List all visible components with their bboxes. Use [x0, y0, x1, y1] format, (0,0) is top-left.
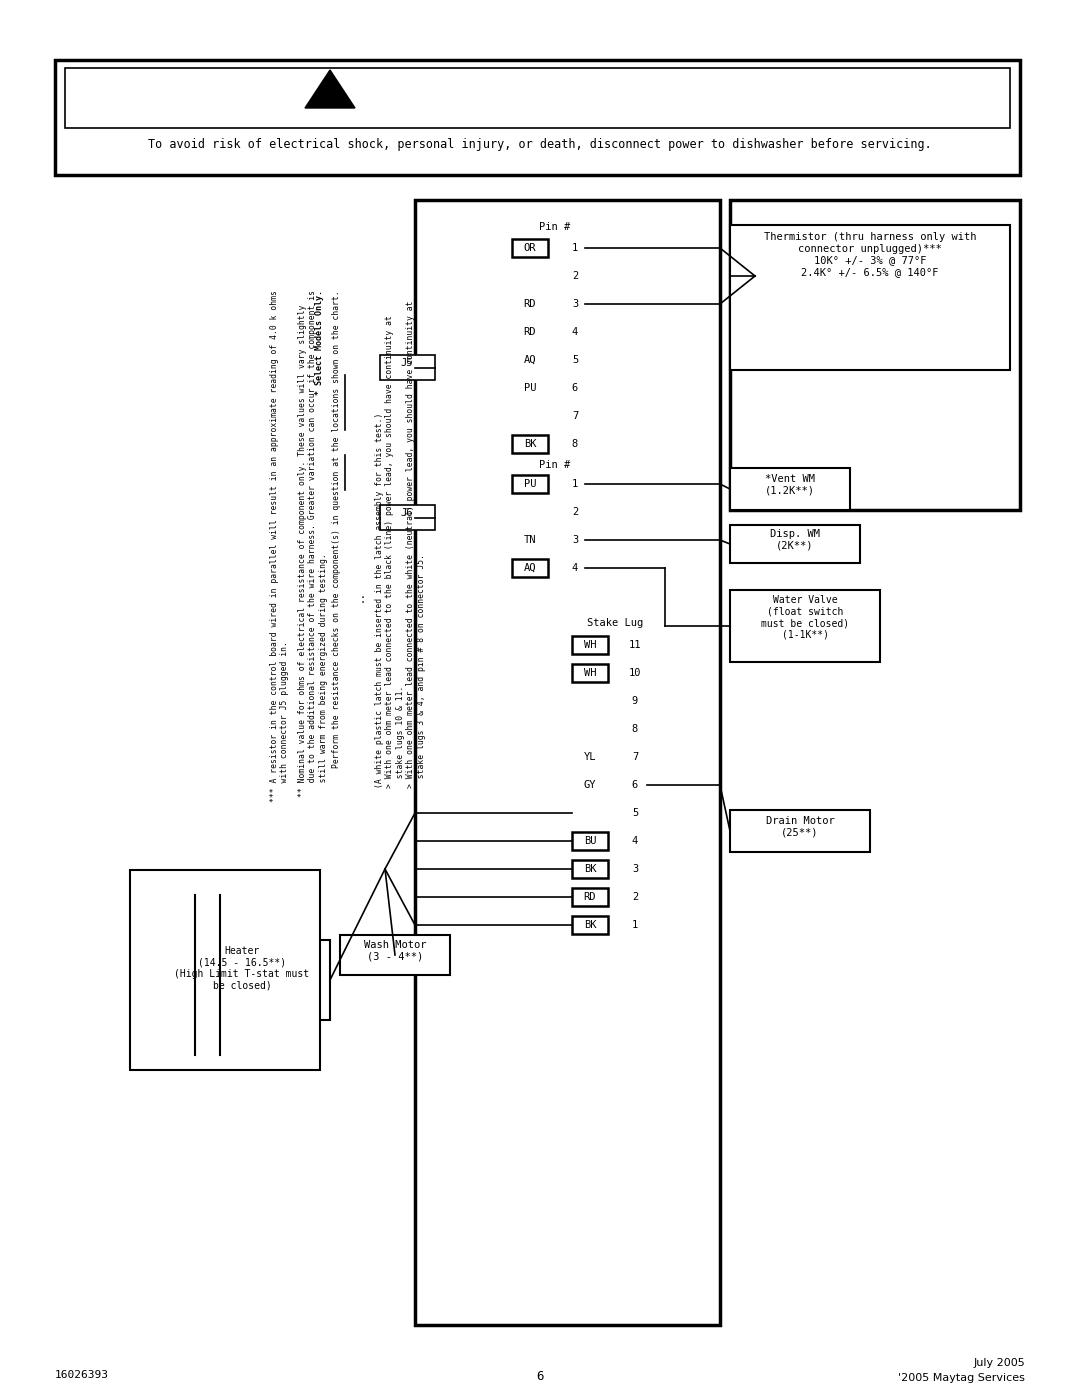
Text: WH: WH [584, 668, 596, 678]
Bar [512, 239, 548, 257]
Bar [572, 664, 608, 682]
Text: 8: 8 [632, 724, 638, 733]
Bar [156, 940, 330, 1020]
Text: Water Valve
(float switch
must be closed)
(1-1K**): Water Valve (float switch must be closed… [761, 595, 849, 640]
Bar [512, 475, 548, 493]
Text: (A white plastic latch must be inserted in the latch assembly for this test.)
> : (A white plastic latch must be inserted … [375, 300, 426, 788]
Text: BK: BK [584, 863, 596, 875]
Text: PU: PU [524, 383, 537, 393]
Bar [65, 68, 1010, 129]
Text: 11: 11 [629, 640, 642, 650]
Bar [730, 225, 1010, 370]
Text: ..: .. [355, 590, 365, 602]
Bar [512, 434, 548, 453]
Text: Thermistor (thru harness only with
connector unplugged)***
10K° +/- 3% @ 77°F
2.: Thermistor (thru harness only with conne… [764, 232, 976, 277]
Text: *** A resistor in the control board wired in parallel will result in an approxim: *** A resistor in the control board wire… [270, 291, 289, 802]
Text: 1: 1 [572, 243, 578, 253]
Text: RD: RD [524, 299, 537, 309]
Bar [572, 888, 608, 907]
Text: Pin #: Pin # [539, 460, 570, 469]
Text: 3: 3 [572, 299, 578, 309]
Text: !: ! [325, 75, 335, 95]
Text: RD: RD [584, 893, 596, 902]
Text: 10: 10 [629, 668, 642, 678]
Text: Pin #: Pin # [539, 222, 570, 232]
Bar [572, 916, 608, 935]
Text: TN: TN [524, 535, 537, 545]
Bar [572, 833, 608, 849]
Text: PU: PU [524, 479, 537, 489]
Text: RD: RD [524, 327, 537, 337]
Text: To avoid risk of electrical shock, personal injury, or death, disconnect power t: To avoid risk of electrical shock, perso… [148, 138, 932, 151]
Text: BK: BK [584, 921, 596, 930]
Text: 4: 4 [572, 563, 578, 573]
Text: J6: J6 [401, 509, 414, 518]
Bar [572, 861, 608, 877]
Text: * Select Models Only.: * Select Models Only. [315, 291, 324, 395]
Bar [415, 200, 720, 1324]
Bar [730, 200, 1020, 510]
Bar [730, 590, 880, 662]
Bar [730, 810, 870, 852]
Text: AQ: AQ [524, 563, 537, 573]
Bar [512, 559, 548, 577]
Text: Heater
(14.5 - 16.5**)
(High Limit T-stat must
be closed): Heater (14.5 - 16.5**) (High Limit T-sta… [175, 946, 310, 990]
Text: 4: 4 [572, 327, 578, 337]
Text: '2005 Maytag Services: '2005 Maytag Services [899, 1373, 1025, 1383]
Text: 1: 1 [632, 921, 638, 930]
Text: Wash Motor
(3 - 4**): Wash Motor (3 - 4**) [364, 940, 427, 961]
Bar [340, 935, 450, 975]
Text: 8: 8 [572, 439, 578, 448]
Text: 3: 3 [632, 863, 638, 875]
Bar [380, 504, 435, 529]
Text: 5: 5 [632, 807, 638, 819]
Text: 6: 6 [537, 1370, 543, 1383]
Text: ** Nominal value for ohms of electrical resistance of component only. These valu: ** Nominal value for ohms of electrical … [298, 291, 328, 798]
Text: GY: GY [584, 780, 596, 789]
Text: Disp. WM
(2K**): Disp. WM (2K**) [770, 529, 820, 550]
Text: 2: 2 [632, 893, 638, 902]
Text: YL: YL [584, 752, 596, 761]
Text: 3: 3 [572, 535, 578, 545]
Text: 16026393: 16026393 [55, 1370, 109, 1380]
Text: 6: 6 [572, 383, 578, 393]
Text: 6: 6 [632, 780, 638, 789]
Text: J5: J5 [401, 358, 414, 367]
Text: 7: 7 [632, 752, 638, 761]
Text: BK: BK [524, 439, 537, 448]
Text: AQ: AQ [524, 355, 537, 365]
Text: Perform the resistance checks on the component(s) in question at the locations s: Perform the resistance checks on the com… [332, 291, 341, 768]
Text: Stake Lug: Stake Lug [586, 617, 643, 629]
Bar [380, 355, 435, 380]
Text: 4: 4 [632, 835, 638, 847]
Text: 1: 1 [572, 479, 578, 489]
Text: July 2005: July 2005 [973, 1358, 1025, 1368]
Bar [730, 468, 850, 510]
Text: WH: WH [584, 640, 596, 650]
Text: 2: 2 [572, 507, 578, 517]
Text: 5: 5 [572, 355, 578, 365]
Text: Drain Motor
(25**): Drain Motor (25**) [766, 816, 835, 838]
Polygon shape [305, 70, 355, 108]
Bar [572, 636, 608, 654]
Text: OR: OR [524, 243, 537, 253]
Text: *Vent WM
(1.2K**): *Vent WM (1.2K**) [765, 474, 815, 496]
Text: 2: 2 [572, 271, 578, 281]
Bar [730, 525, 860, 563]
Text: 9: 9 [632, 696, 638, 705]
Bar [55, 60, 1020, 175]
Text: 7: 7 [572, 411, 578, 420]
Bar [130, 870, 320, 1070]
Text: BU: BU [584, 835, 596, 847]
